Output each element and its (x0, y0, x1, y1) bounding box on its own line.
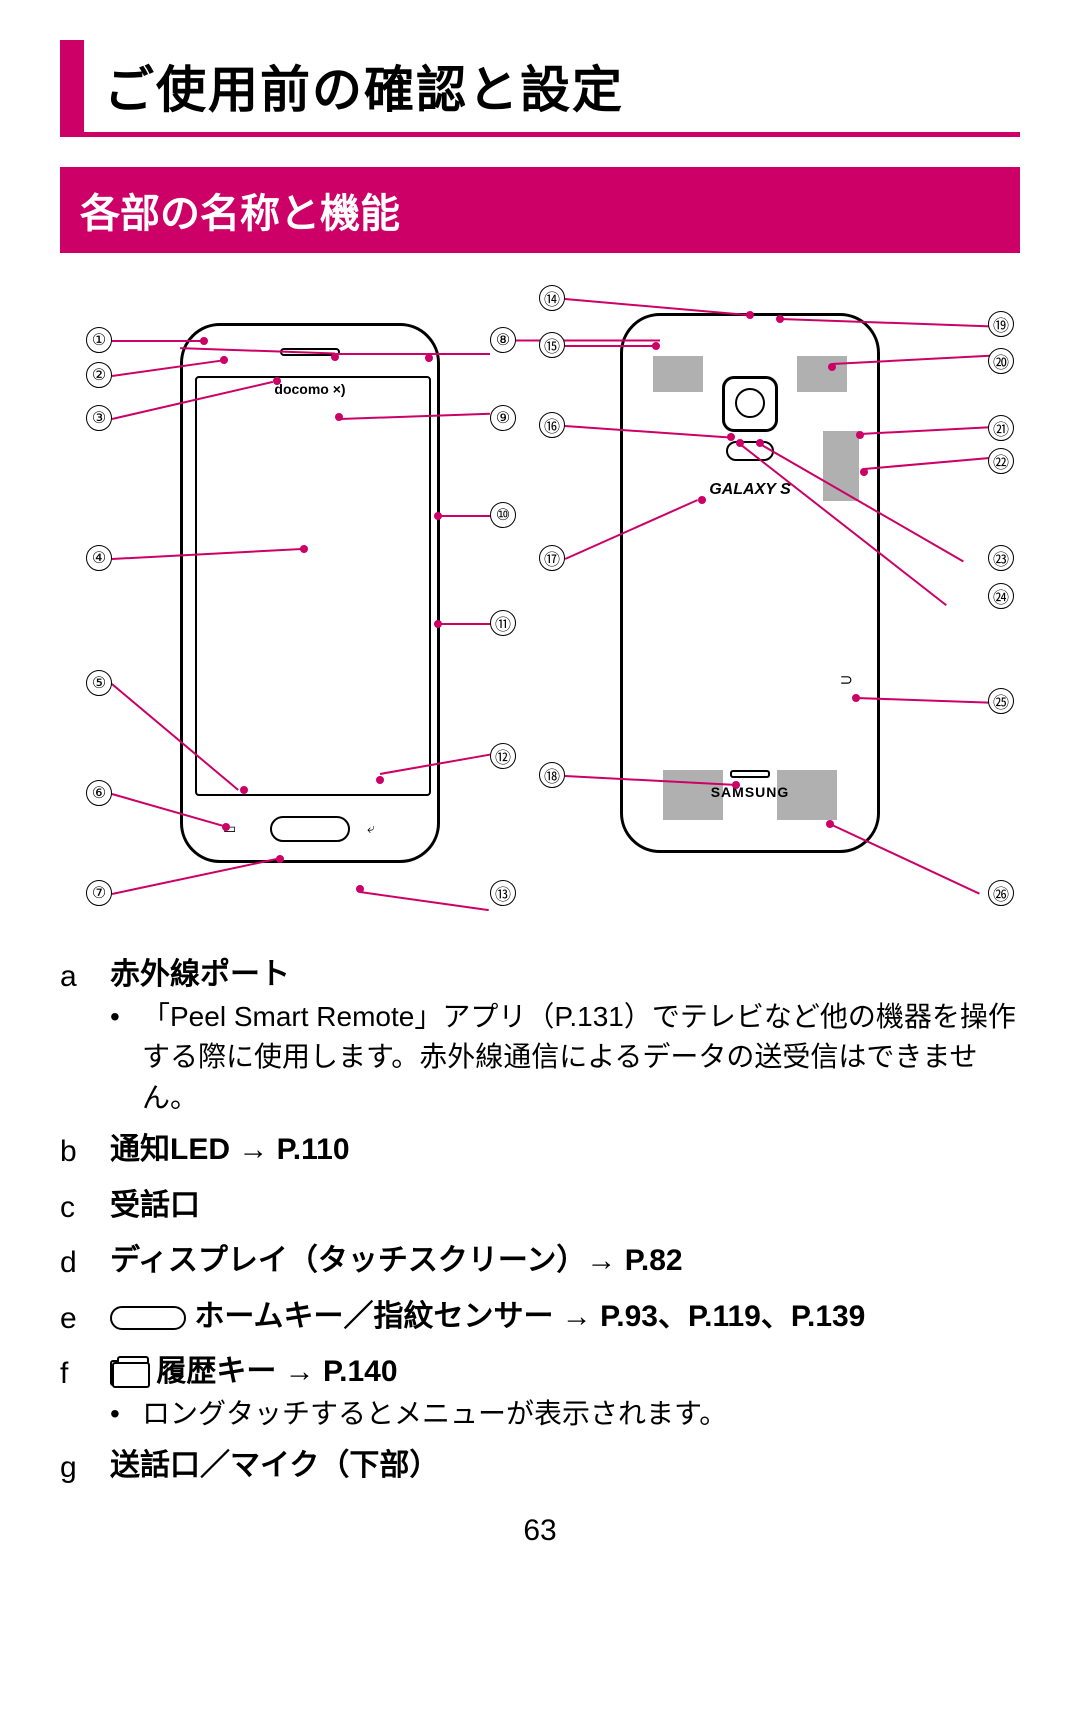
section-heading: 各部の名称と機能 (60, 167, 1020, 253)
list-body: 履歴キー → P.140ロングタッチするとメニューが表示されます。 (110, 1350, 1020, 1434)
parts-list: a赤外線ポート「Peel Smart Remote」アプリ（P.131）でテレビ… (60, 953, 1020, 1490)
callout-26: ㉖ (988, 880, 1014, 906)
callout-17: ⑰ (539, 545, 565, 571)
callout-8: ⑧ (490, 327, 516, 353)
rear-speaker (730, 770, 770, 778)
list-item-c: c受話口 (60, 1184, 1020, 1230)
list-body: ホームキー／指紋センサー → P.93、P.119、P.139 (110, 1295, 1020, 1341)
list-body: ディスプレイ（タッチスクリーン）→ P.82 (110, 1239, 1020, 1285)
callout-5: ⑤ (86, 670, 112, 696)
phone-front-outline: docomo ×) ▭ ⤶ (180, 323, 440, 863)
callout-21: ㉑ (988, 415, 1014, 441)
callout-12: ⑫ (490, 743, 516, 769)
list-key: d (60, 1239, 110, 1285)
list-item-f: f 履歴キー → P.140ロングタッチするとメニューが表示されます。 (60, 1350, 1020, 1434)
callout-7: ⑦ (86, 880, 112, 906)
list-item-b: b通知LED → P.110 (60, 1128, 1020, 1174)
callout-4: ④ (86, 545, 112, 571)
list-title: 受話口 (110, 1184, 1020, 1228)
list-title: 赤外線ポート (110, 953, 1020, 997)
felica-mark: ⊃ (840, 670, 853, 690)
list-key: f (60, 1350, 110, 1434)
list-key: e (60, 1295, 110, 1341)
list-key: b (60, 1128, 110, 1174)
list-key: a (60, 953, 110, 1118)
home-key-icon (110, 1306, 186, 1330)
callout-18: ⑱ (539, 762, 565, 788)
list-title: ディスプレイ（タッチスクリーン）→ P.82 (110, 1239, 1020, 1283)
phone-back-outline: GALAXY S SAMSUNG ⊃ (620, 313, 880, 853)
list-item-e: e ホームキー／指紋センサー → P.93、P.119、P.139 (60, 1295, 1020, 1341)
callout-11: ⑪ (490, 610, 516, 636)
list-body: 通知LED → P.110 (110, 1128, 1020, 1174)
callout-1: ① (86, 327, 112, 353)
maker-logo: SAMSUNG (711, 784, 790, 800)
list-key: c (60, 1184, 110, 1230)
callout-2: ② (86, 362, 112, 388)
callout-3: ③ (86, 405, 112, 431)
rear-camera-lens (735, 388, 765, 418)
parts-diagram: docomo ×) ▭ ⤶ GALAXY S SAMSUNG ⊃ (60, 283, 1020, 923)
callout-23: ㉓ (988, 545, 1014, 571)
list-item-a: a赤外線ポート「Peel Smart Remote」アプリ（P.131）でテレビ… (60, 953, 1020, 1118)
callout-9: ⑨ (490, 405, 516, 431)
list-title: ホームキー／指紋センサー → P.93、P.119、P.139 (110, 1295, 1020, 1339)
callout-14: ⑭ (539, 285, 565, 311)
callout-6: ⑥ (86, 780, 112, 806)
callout-22: ㉒ (988, 448, 1014, 474)
page-number: 63 (60, 1514, 1020, 1548)
front-screen (195, 376, 431, 796)
list-title: 履歴キー → P.140 (110, 1350, 1020, 1394)
callout-25: ㉕ (988, 688, 1014, 714)
list-bullet: ロングタッチするとメニューが表示されます。 (110, 1394, 1020, 1435)
callout-16: ⑯ (539, 412, 565, 438)
model-logo: GALAXY S (709, 481, 791, 499)
list-key: g (60, 1444, 110, 1490)
callout-15: ⑮ (539, 332, 565, 358)
callout-19: ⑲ (988, 311, 1014, 337)
callout-10: ⑩ (490, 502, 516, 528)
chapter-title: ご使用前の確認と設定 (104, 50, 1020, 122)
list-item-d: dディスプレイ（タッチスクリーン）→ P.82 (60, 1239, 1020, 1285)
callout-24: ㉔ (988, 583, 1014, 609)
chapter-title-block: ご使用前の確認と設定 (60, 40, 1020, 137)
list-bullet: 「Peel Smart Remote」アプリ（P.131）でテレビなど他の機器を… (110, 997, 1020, 1119)
home-button (270, 816, 350, 842)
list-item-g: g送話口／マイク（下部） (60, 1444, 1020, 1490)
recent-key-icon (110, 1360, 148, 1386)
callout-20: ⑳ (988, 348, 1014, 374)
list-body: 赤外線ポート「Peel Smart Remote」アプリ（P.131）でテレビな… (110, 953, 1020, 1118)
callout-13: ⑬ (490, 880, 516, 906)
list-title: 送話口／マイク（下部） (110, 1444, 1020, 1488)
back-key-glyph: ⤶ (367, 820, 397, 838)
list-body: 送話口／マイク（下部） (110, 1444, 1020, 1490)
list-body: 受話口 (110, 1184, 1020, 1230)
list-title: 通知LED → P.110 (110, 1128, 1020, 1172)
